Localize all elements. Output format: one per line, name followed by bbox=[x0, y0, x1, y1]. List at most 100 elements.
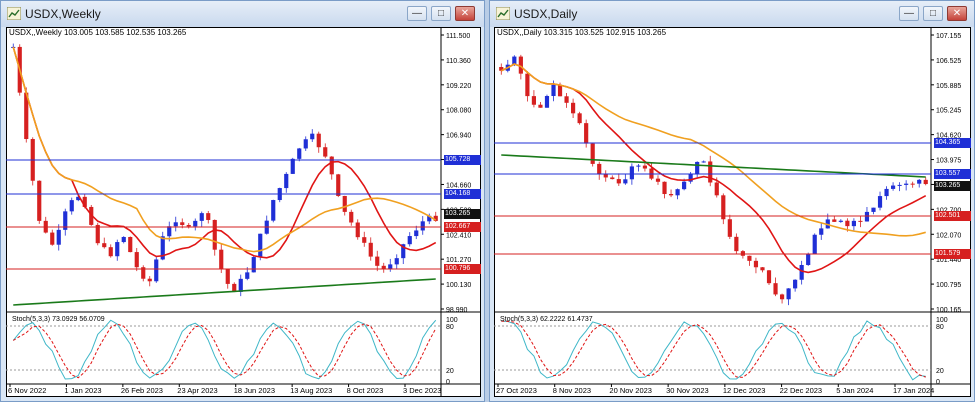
weekly-chart-window[interactable]: USDX,Weekly — □ ✕ 111.500 110.360 109.220 1… bbox=[0, 0, 485, 402]
stoch-scale-label: 20 bbox=[936, 368, 944, 375]
time-axis-label: 26 Feb 2023 bbox=[120, 386, 163, 395]
candle-body bbox=[349, 211, 354, 223]
stoch-main-line bbox=[12, 319, 437, 380]
candle-body bbox=[851, 220, 856, 227]
restore-icon[interactable]: □ bbox=[923, 6, 943, 21]
candle-body bbox=[531, 96, 537, 105]
candle-body bbox=[688, 174, 693, 182]
price-tick-label: 103.975 bbox=[936, 158, 961, 165]
price-tick-label: 101.440 bbox=[936, 257, 961, 264]
stoch-scale-label: 20 bbox=[446, 368, 454, 375]
weekly-price-chart[interactable]: 111.500110.360109.220108.080106.940105.8… bbox=[6, 27, 481, 397]
support-price-badge: 101.579 bbox=[934, 249, 971, 259]
candle-body bbox=[50, 232, 55, 245]
candle-body bbox=[747, 255, 752, 261]
price-tick-label: 104.620 bbox=[936, 133, 961, 140]
candle-body bbox=[232, 283, 237, 292]
candle-body bbox=[806, 254, 811, 265]
candle-body bbox=[714, 182, 719, 196]
support-price-badge: 102.501 bbox=[934, 211, 971, 221]
candle-body bbox=[701, 161, 706, 163]
candle-body bbox=[662, 181, 667, 195]
candle-body bbox=[121, 236, 126, 243]
candle-body bbox=[551, 84, 556, 97]
resistance-price-badge: 103.557 bbox=[934, 169, 971, 179]
candle-body bbox=[368, 242, 373, 257]
candle-body bbox=[284, 173, 289, 189]
candle-body bbox=[407, 236, 412, 245]
candle-body bbox=[82, 196, 87, 207]
candle-body bbox=[167, 226, 172, 237]
price-tick-label: 109.220 bbox=[446, 83, 471, 90]
candle-body bbox=[864, 211, 870, 222]
candle-body bbox=[675, 189, 680, 196]
candle-body bbox=[779, 294, 785, 300]
stoch-scale-label: 100 bbox=[446, 317, 458, 324]
candle-body bbox=[128, 236, 133, 253]
candle-body bbox=[271, 200, 276, 221]
price-tick-label: 100.165 bbox=[936, 307, 961, 314]
price-tick-label: 100.795 bbox=[936, 282, 961, 289]
stoch-scale-label: 100 bbox=[936, 317, 948, 324]
minimize-icon[interactable]: — bbox=[899, 6, 919, 21]
candle-body bbox=[793, 279, 798, 289]
candle-body bbox=[134, 252, 139, 268]
candle-body bbox=[518, 56, 523, 74]
candle-body bbox=[884, 188, 889, 197]
time-axis-label: 17 Jan 2024 bbox=[893, 386, 935, 395]
candle-body bbox=[616, 179, 621, 184]
daily-titlebar[interactable]: USDX,Daily — □ ✕ bbox=[490, 1, 974, 27]
weekly-chart-svg: 111.500110.360109.220108.080106.940105.8… bbox=[6, 27, 481, 397]
chart-frame bbox=[494, 27, 971, 397]
candle-body bbox=[219, 249, 224, 270]
candle-body bbox=[590, 143, 595, 164]
candle-body bbox=[642, 165, 648, 169]
weekly-titlebar[interactable]: USDX,Weekly — □ ✕ bbox=[1, 1, 484, 27]
candle-body bbox=[238, 278, 243, 292]
close-icon[interactable]: ✕ bbox=[947, 6, 967, 21]
candle-body bbox=[727, 219, 732, 237]
last-price-badge: 103.265 bbox=[934, 181, 971, 191]
candle-body bbox=[577, 113, 582, 124]
price-tick-label: 102.070 bbox=[936, 232, 961, 239]
minimize-icon[interactable]: — bbox=[407, 6, 427, 21]
candle-body bbox=[401, 244, 406, 259]
price-tick-label: 101.270 bbox=[446, 257, 471, 264]
candle-body bbox=[845, 220, 850, 227]
candle-body bbox=[258, 233, 263, 258]
candle-body bbox=[544, 96, 550, 108]
candle-body bbox=[199, 213, 204, 221]
stoch-scale-label: 80 bbox=[446, 324, 454, 331]
candle-body bbox=[355, 222, 360, 238]
candle-body bbox=[858, 220, 863, 222]
daily-price-chart[interactable]: 107.155 106.525 105.885 105.245 104.620 103.9… bbox=[494, 27, 971, 397]
price-tick-label: 100.130 bbox=[446, 282, 471, 289]
candle-body bbox=[499, 67, 504, 71]
candle-body bbox=[721, 195, 726, 220]
candle-body bbox=[388, 264, 393, 269]
candle-body bbox=[69, 200, 74, 212]
candle-body bbox=[799, 264, 804, 280]
candle-body bbox=[838, 220, 843, 222]
candle-body bbox=[773, 283, 778, 295]
chart-app-icon bbox=[7, 7, 21, 20]
mid-ma-line bbox=[12, 46, 437, 253]
candle-body bbox=[63, 211, 68, 230]
candle-body bbox=[668, 194, 674, 196]
candle-body bbox=[414, 230, 419, 237]
stoch-signal-line bbox=[12, 323, 437, 379]
candle-body bbox=[24, 92, 29, 140]
candle-body bbox=[323, 147, 328, 157]
daily-title: USDX,Daily bbox=[514, 7, 578, 21]
candle-body bbox=[708, 161, 713, 183]
candle-body bbox=[329, 156, 334, 175]
restore-icon[interactable]: □ bbox=[431, 6, 451, 21]
price-tick-label: 107.155 bbox=[936, 33, 961, 40]
close-icon[interactable]: ✕ bbox=[455, 6, 475, 21]
candle-body bbox=[141, 267, 146, 279]
candle-body bbox=[819, 228, 824, 235]
candle-body bbox=[557, 84, 563, 97]
last-price-badge: 103.265 bbox=[444, 209, 481, 219]
candle-body bbox=[760, 267, 765, 271]
daily-chart-window[interactable]: USDX,Daily — □ ✕ 107.155 106.525 105.885 10… bbox=[489, 0, 975, 402]
